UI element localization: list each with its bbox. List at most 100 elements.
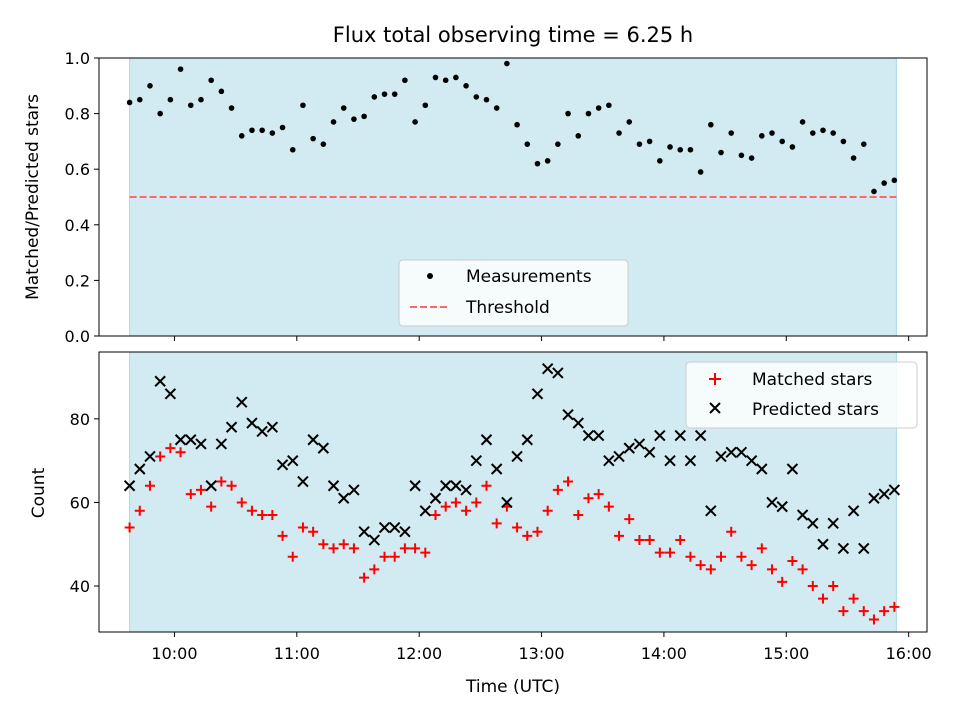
matched-point [787, 555, 798, 566]
measurement-point [381, 91, 388, 97]
predicted-points [123, 363, 901, 555]
measurement-point [697, 169, 704, 175]
matched-point [665, 547, 676, 558]
predicted-point [195, 438, 207, 450]
matched-point [726, 526, 737, 537]
predicted-point [174, 434, 187, 446]
measurement-point [463, 83, 469, 89]
measurement-point [412, 119, 418, 125]
matched-point [624, 514, 635, 525]
measurement-point [748, 155, 755, 161]
bottom-x-ticks: 10:00 11:00 12:00 13:00 14:00 15:00 16:00 [151, 632, 932, 663]
measurement-point [769, 130, 775, 136]
matched-point [134, 505, 145, 516]
matched-point [603, 501, 614, 512]
predicted-point [429, 492, 442, 504]
matched-point [328, 543, 339, 554]
measurement-point [167, 96, 174, 103]
bottom-y-axis-label: Count [29, 467, 49, 518]
x-tick-label: 15:00 [763, 644, 809, 663]
predicted-point [735, 446, 748, 459]
matched-point [175, 447, 186, 458]
matched-point [338, 539, 349, 550]
predicted-point [705, 505, 717, 517]
measurement-point [259, 127, 265, 134]
matched-point [675, 535, 686, 546]
predicted-point [786, 463, 799, 475]
x-tick-label: 13:00 [518, 644, 564, 663]
measurement-points [126, 60, 898, 195]
predicted-point [521, 434, 533, 446]
predicted-point [592, 429, 605, 442]
predicted-point [134, 463, 146, 475]
measurement-point [555, 141, 561, 147]
predicted-point [368, 534, 381, 546]
predicted-point [185, 434, 197, 446]
matched-point [297, 522, 308, 533]
measurement-point [646, 138, 653, 145]
y-tick-label: 1.0 [65, 49, 90, 68]
measurement-point [891, 177, 898, 184]
measurement-point [820, 127, 826, 134]
measurement-point [840, 138, 847, 145]
predicted-point [246, 417, 258, 429]
measurement-point [667, 144, 673, 150]
top-y-axis-label: Matched/Predicted stars [23, 94, 43, 300]
matched-point [195, 484, 206, 495]
predicted-point [480, 434, 493, 446]
matched-point [369, 564, 380, 575]
matched-point [685, 551, 696, 562]
predicted-point [236, 396, 248, 408]
predicted-point [225, 421, 238, 433]
matched-point [165, 443, 176, 454]
predicted-point [613, 450, 625, 463]
top-y-ticks: 0.0 0.2 0.4 0.6 0.8 1.0 [65, 49, 99, 346]
matched-point [410, 543, 421, 554]
y-tick-label: 0.4 [65, 216, 90, 235]
measurement-point [320, 141, 327, 147]
predicted-point [215, 438, 228, 450]
predicted-point [582, 429, 595, 442]
chart-title: Flux total observing time = 6.25 h [333, 23, 693, 47]
matched-point [379, 551, 390, 562]
predicted-point [409, 480, 421, 492]
measurement-point [249, 127, 255, 134]
matched-point [226, 480, 237, 491]
matched-point [777, 576, 788, 587]
matched-point [807, 581, 818, 592]
matched-point [858, 606, 869, 617]
measurement-point [677, 146, 684, 153]
matched-point [705, 564, 716, 575]
predicted-point [654, 429, 666, 442]
measurement-point [473, 94, 480, 100]
matched-point [124, 522, 135, 533]
predicted-point [817, 538, 829, 550]
matched-point [399, 543, 410, 554]
measurement-point [177, 66, 184, 72]
top-axes-frame [98, 57, 928, 337]
predicted-point [552, 367, 564, 379]
x-tick-label: 12:00 [396, 644, 442, 663]
measurement-point [300, 102, 306, 109]
predicted-point [348, 484, 360, 496]
predicted-point [603, 454, 615, 467]
measurement-point [860, 141, 867, 147]
matched-point [848, 593, 859, 604]
measurement-point [422, 102, 429, 109]
predicted-point [776, 500, 788, 513]
top-legend-box [398, 259, 629, 327]
predicted-point [470, 454, 482, 467]
predicted-point [766, 496, 778, 509]
matched-point [563, 476, 574, 487]
measurement-point [208, 77, 214, 84]
measurement-point [881, 180, 887, 186]
x-tick-label: 14:00 [641, 644, 687, 663]
predicted-point [541, 363, 554, 375]
predicted-point [399, 525, 411, 538]
matched-point [716, 551, 727, 562]
matched-point [287, 551, 298, 562]
measurement-point [728, 130, 735, 136]
y-tick-label: 0.0 [65, 327, 90, 346]
predicted-point [664, 454, 676, 467]
matched-point [634, 535, 645, 546]
